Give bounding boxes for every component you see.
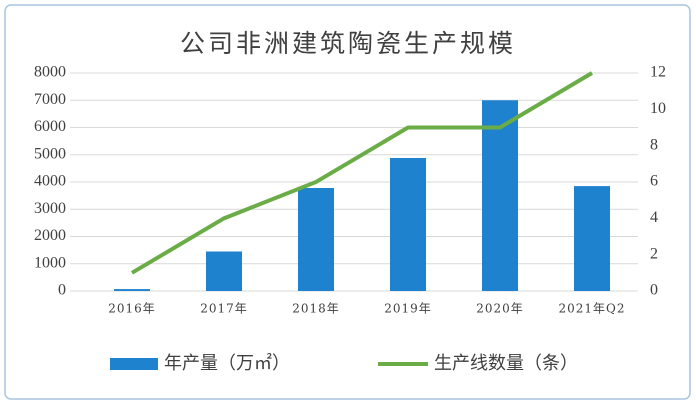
y-tick-label: 5000: [34, 145, 66, 162]
x-tick-label: 2016年: [108, 302, 156, 316]
y-tick-label: 1000: [34, 254, 66, 271]
bar: [298, 187, 334, 291]
y2-tick-label: 12: [650, 64, 666, 81]
y-tick-label: 7000: [34, 91, 66, 108]
line: [130, 71, 594, 275]
y-tick-label: 6000: [34, 118, 66, 135]
legend-swatch: [110, 358, 158, 370]
bar: [206, 251, 242, 291]
bar: [482, 100, 518, 291]
y-tick-label: 0: [58, 282, 66, 299]
x-tick-label: 2018年: [292, 302, 340, 316]
y-tick-label: 8000: [34, 64, 66, 81]
bar: [574, 186, 610, 291]
y-tick-label: 3000: [34, 200, 66, 217]
y-tick-label: 4000: [34, 173, 66, 190]
x-tick-label: 2021年Q2: [558, 302, 625, 316]
y2-tick-label: 0: [650, 282, 658, 299]
x-tick-label: 2017年: [200, 302, 248, 316]
chart-title: 公司非洲建筑陶瓷生产规模: [180, 29, 516, 58]
y2-tick-label: 8: [650, 136, 658, 153]
bar: [390, 158, 426, 291]
y2-tick-label: 6: [650, 173, 658, 190]
frame: [4, 4, 691, 400]
legend-label: 年产量（万㎡）: [164, 352, 290, 374]
y2-tick-label: 2: [650, 245, 658, 262]
x-tick-label: 2019年: [384, 302, 432, 316]
legend-label: 生产线数量（条）: [434, 353, 578, 374]
bar: [114, 289, 150, 291]
y2-tick-label: 10: [650, 100, 666, 117]
y2-tick-label: 4: [650, 209, 658, 226]
y-tick-label: 2000: [34, 227, 66, 244]
x-tick-label: 2020年: [476, 302, 524, 316]
